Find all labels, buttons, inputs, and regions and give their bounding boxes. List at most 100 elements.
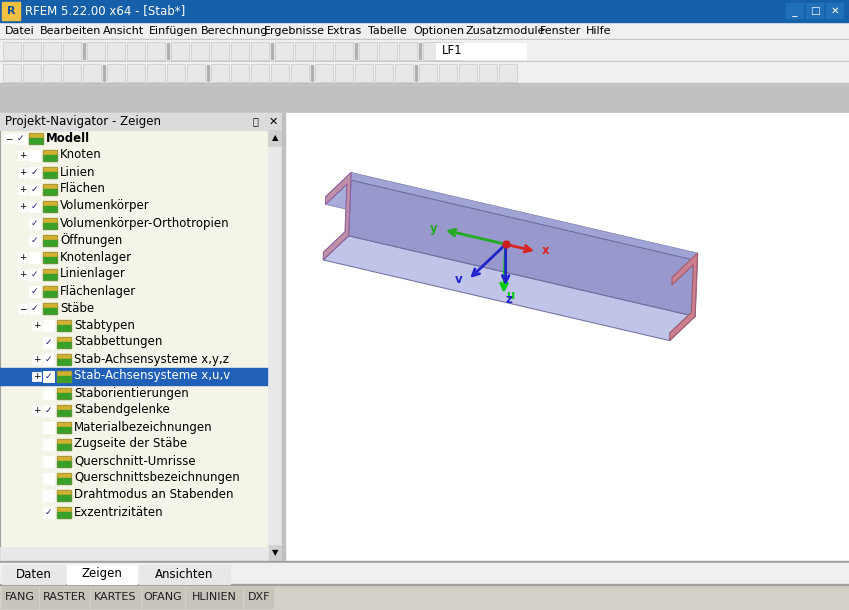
Bar <box>315 42 333 60</box>
Bar <box>43 184 57 195</box>
Bar <box>43 218 57 229</box>
Bar <box>57 490 71 495</box>
Bar <box>91 587 140 608</box>
Bar <box>311 65 313 81</box>
Bar <box>43 303 57 308</box>
Bar <box>57 325 71 331</box>
Bar <box>57 320 71 331</box>
Bar <box>15 133 26 144</box>
Text: ✓: ✓ <box>45 406 53 415</box>
Bar <box>0 368 268 385</box>
Bar <box>57 439 71 450</box>
Text: Stab-Achsensysteme x,y,z: Stab-Achsensysteme x,y,z <box>74 353 229 365</box>
Text: y: y <box>430 222 437 235</box>
Bar <box>43 223 57 229</box>
Bar <box>29 218 40 229</box>
Text: +: + <box>33 372 40 381</box>
Text: Stabbettungen: Stabbettungen <box>74 336 162 348</box>
Bar <box>57 456 71 461</box>
Bar <box>268 545 283 561</box>
Text: Modell: Modell <box>46 132 90 145</box>
Bar <box>443 42 461 60</box>
Bar <box>2 587 38 608</box>
Bar <box>57 371 71 376</box>
Bar <box>57 507 71 518</box>
Bar <box>268 130 283 146</box>
Bar <box>29 303 40 314</box>
Bar <box>43 201 57 212</box>
Bar <box>57 461 71 467</box>
Bar <box>29 235 40 246</box>
Bar <box>0 563 849 585</box>
Text: Querschnitt-Umrisse: Querschnitt-Umrisse <box>74 454 195 467</box>
Bar <box>251 64 269 82</box>
Text: KARTES: KARTES <box>94 592 137 603</box>
Bar <box>43 184 57 189</box>
Bar <box>419 43 421 59</box>
Bar <box>57 495 71 501</box>
Polygon shape <box>349 180 697 317</box>
Bar <box>43 269 57 274</box>
Bar <box>43 64 61 82</box>
Bar <box>283 113 849 561</box>
Polygon shape <box>670 253 698 340</box>
Bar <box>43 150 57 155</box>
Bar <box>0 113 283 561</box>
Bar <box>57 354 71 359</box>
Bar <box>127 42 145 60</box>
Bar <box>57 490 71 501</box>
Text: Berechnung: Berechnung <box>201 26 268 36</box>
Bar <box>0 561 849 563</box>
Text: ✓: ✓ <box>31 270 38 279</box>
Bar <box>57 388 71 399</box>
Bar <box>139 565 230 584</box>
Bar <box>43 252 57 263</box>
Text: ▲: ▲ <box>273 134 278 143</box>
Bar <box>244 587 273 608</box>
Bar <box>171 42 189 60</box>
Text: Exzentrizitäten: Exzentrizitäten <box>74 506 164 518</box>
Bar <box>0 39 849 40</box>
Bar <box>4 134 13 143</box>
Text: □: □ <box>810 6 820 16</box>
Bar <box>826 3 844 19</box>
Text: Stabtypen: Stabtypen <box>74 318 135 331</box>
Text: Querschnittsbezeichnungen: Querschnittsbezeichnungen <box>74 472 239 484</box>
Text: Zugseite der Stäbe: Zugseite der Stäbe <box>74 437 187 451</box>
Bar <box>83 64 101 82</box>
Bar <box>43 286 57 291</box>
Bar <box>57 337 71 348</box>
Text: u: u <box>506 290 514 303</box>
Bar <box>0 61 849 62</box>
Bar <box>29 150 40 161</box>
Text: +: + <box>19 185 26 194</box>
Text: R: R <box>7 6 15 16</box>
Text: LF1: LF1 <box>442 45 463 57</box>
Bar <box>43 269 57 280</box>
Bar <box>43 252 57 257</box>
Bar <box>355 43 357 59</box>
Text: Linien: Linien <box>60 165 95 179</box>
Bar <box>43 456 54 467</box>
Bar <box>29 133 43 138</box>
Polygon shape <box>326 173 698 278</box>
Bar <box>395 64 413 82</box>
Bar <box>291 64 309 82</box>
Text: ▼: ▼ <box>273 548 278 558</box>
Text: Volumenkörper-Orthotropien: Volumenkörper-Orthotropien <box>60 217 229 229</box>
Bar <box>32 406 41 415</box>
Polygon shape <box>345 192 693 312</box>
Bar <box>32 372 41 381</box>
Bar <box>211 64 229 82</box>
Bar <box>29 286 40 297</box>
Bar <box>18 202 27 211</box>
Text: Ansichten: Ansichten <box>155 567 214 581</box>
Bar <box>57 337 71 342</box>
Bar <box>43 303 57 314</box>
Bar <box>18 270 27 279</box>
Bar <box>43 240 57 246</box>
Bar <box>423 42 441 60</box>
Text: ✓: ✓ <box>17 134 25 143</box>
Bar <box>127 64 145 82</box>
Bar <box>23 42 41 60</box>
